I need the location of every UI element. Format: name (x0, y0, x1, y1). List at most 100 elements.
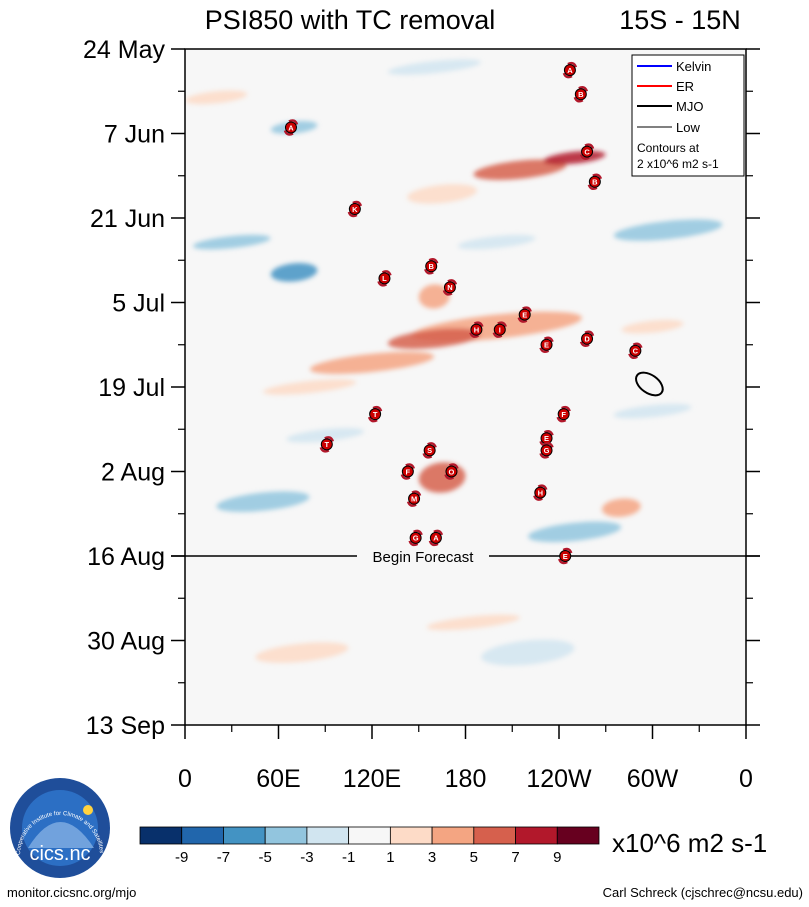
storm-arm-bottom (539, 452, 550, 459)
storm-label: K (352, 205, 358, 214)
colorbar-label-9: 9 (553, 849, 561, 866)
colorbar-box-6 (389, 826, 433, 845)
x-tick-label-5: 60W (627, 765, 679, 793)
storm-arm-top (578, 86, 589, 92)
anomaly-band-19 (216, 491, 310, 512)
storm-arm-top (561, 405, 571, 412)
storm-arm-top (567, 61, 578, 68)
storm-arm-bottom (533, 495, 543, 501)
storm-arm-bottom (587, 184, 598, 191)
storm-arm-top (543, 336, 554, 343)
storm-icon (348, 202, 361, 215)
storm-arm-top (405, 463, 416, 469)
storm-icon (425, 260, 438, 273)
anomaly-band-20 (528, 521, 622, 543)
forecast-label-bg (357, 547, 489, 565)
storm-arm-top (411, 490, 422, 497)
anomaly-band-6 (263, 379, 357, 395)
colorbar-box-10 (556, 826, 600, 845)
storm-marker-16: T (367, 405, 383, 423)
colorbar-label-8: 7 (511, 849, 519, 866)
colorbar-label-6: 3 (428, 849, 436, 866)
storm-label: E (544, 434, 549, 443)
storm-icon (445, 465, 458, 478)
storm-arm-bottom (444, 474, 455, 480)
storm-marker-21: F (400, 463, 416, 480)
colorbar-box-0 (139, 826, 183, 845)
colorbar-box-1 (181, 826, 224, 845)
anomaly-band-5 (310, 351, 434, 374)
anomaly-band-11 (621, 319, 684, 334)
storm-icon (518, 308, 531, 321)
legend-low-label: Low (676, 120, 700, 135)
footer-url[interactable]: monitor.cicsnc.org/mjo (7, 885, 137, 900)
storm-arm-top (448, 463, 459, 469)
storm-arm-top (433, 529, 444, 536)
colorbar-label-0: -9 (175, 849, 188, 866)
storm-arm-top (324, 436, 334, 442)
storm-label: S (427, 446, 432, 455)
colorbar: -9 -7 -5 -3 -1 1 3 5 7 9 (139, 826, 600, 866)
storm-arm-bottom (579, 341, 590, 347)
storm-arm-bottom (377, 280, 388, 287)
storm-arm-top (352, 200, 363, 207)
storm-marker-27: E (558, 547, 573, 565)
mjo-contour (635, 371, 664, 397)
storm-icon (443, 281, 456, 294)
forecast-label: Begin Forecast (373, 549, 475, 566)
storm-icon (563, 64, 576, 77)
storm-label: A (433, 534, 439, 543)
storm-marker-3: C (579, 143, 595, 160)
x-tick-label-6: 0 (739, 765, 753, 793)
forecast-divider: Begin Forecast (171, 547, 760, 566)
colorbar-box-5 (348, 826, 391, 845)
storm-arm-top (522, 306, 532, 313)
y-tick-label-6: 16 Aug (87, 543, 165, 571)
storm-arm-bottom (422, 452, 433, 459)
storm-marker-22: O (444, 463, 459, 480)
storm-icon (559, 550, 572, 562)
anomaly-band-2 (407, 184, 478, 204)
storm-label: H (474, 325, 479, 334)
storm-arm-bottom (469, 332, 479, 338)
storm-label: E (544, 341, 549, 350)
colorbar-label-5: 1 (386, 849, 394, 866)
anomaly-band-10 (185, 90, 248, 105)
y-axis: 24 May 7 Jun 21 Jun 5 Jul 19 Jul 2 Aug 16 Aug 3… (83, 36, 760, 740)
storm-arm-top (632, 342, 643, 349)
storm-icon (534, 486, 547, 499)
storm-arm-top (428, 258, 439, 264)
x-tick-label-0: 0 (178, 765, 192, 793)
storm-marker-8: N (442, 279, 458, 296)
storm-arm-top (413, 529, 423, 536)
storm-marker-7: L (377, 270, 392, 287)
storm-arm-bottom (562, 72, 573, 79)
storm-label: A (567, 66, 573, 75)
storm-label: C (633, 347, 639, 356)
storm-icon (581, 332, 594, 345)
storm-arm-bottom (367, 416, 378, 423)
anomaly-band-14 (270, 262, 318, 282)
anomaly-band-22 (613, 403, 692, 419)
storm-icon (629, 344, 642, 357)
storm-arm-bottom (406, 501, 417, 507)
storm-label: O (449, 467, 455, 476)
storm-arm-bottom (579, 154, 590, 160)
legend-mjo-label: MJO (676, 99, 703, 114)
colorbar-box-8 (473, 826, 516, 845)
storm-icon (581, 145, 594, 158)
storm-arm-bottom (428, 540, 439, 547)
storm-arm-top (427, 442, 437, 448)
colorbar-box-7 (431, 826, 475, 845)
storm-icon (540, 444, 553, 457)
legend-er-label: ER (676, 79, 694, 94)
colorbar-box-9 (515, 826, 558, 845)
cicsnc-logo: Cooperative Institute for Climate and Sa… (10, 778, 110, 878)
storm-icon (470, 323, 483, 336)
colorbar-label-1: -7 (217, 849, 230, 866)
storm-label: T (373, 410, 378, 419)
storm-icon (320, 438, 333, 451)
chart-title: PSI850 with TC removal (205, 5, 496, 35)
storm-arm-bottom (319, 446, 330, 453)
anomaly-band-16 (192, 234, 271, 250)
